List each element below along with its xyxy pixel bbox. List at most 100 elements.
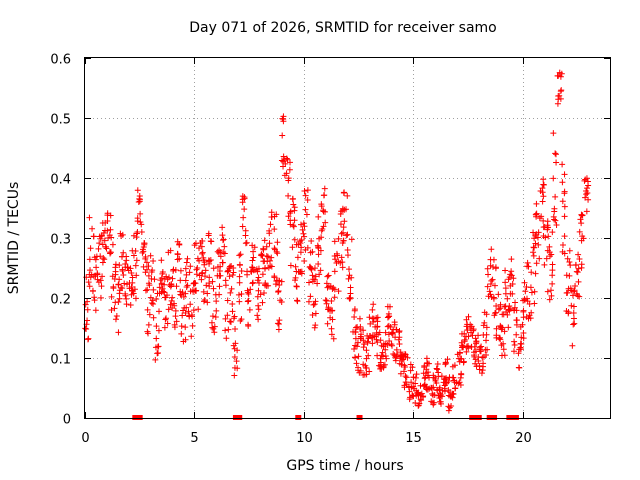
data-point: [511, 307, 518, 314]
data-point: [414, 389, 421, 396]
data-point: [559, 179, 566, 186]
data-point: [249, 257, 256, 264]
data-point: [443, 374, 450, 381]
data-point: [568, 302, 575, 309]
data-point: [224, 312, 231, 319]
data-point: [555, 72, 562, 79]
data-point: [585, 196, 592, 203]
data-point: [271, 213, 278, 220]
data-point: [361, 341, 368, 348]
data-point: [210, 265, 217, 272]
data-point: [97, 294, 104, 301]
data-point: [235, 291, 242, 298]
data-point: [134, 187, 141, 194]
data-point: [87, 274, 94, 281]
data-point: [487, 291, 494, 298]
data-point: [171, 324, 178, 331]
data-point: [410, 393, 417, 400]
data-point: [396, 340, 403, 347]
data-point: [431, 392, 438, 399]
data-point: [301, 223, 308, 230]
data-point: [335, 288, 342, 295]
data-point: [383, 355, 390, 362]
data-point: [374, 339, 381, 346]
data-point: [533, 231, 540, 238]
data-point: [294, 254, 301, 261]
data-point: [340, 237, 347, 244]
data-point: [138, 221, 145, 228]
data-point: [304, 196, 311, 203]
data-point: [528, 309, 535, 316]
data-point: [117, 230, 124, 237]
data-point: [149, 297, 156, 304]
data-point: [533, 260, 540, 267]
data-point: [113, 313, 120, 320]
data-point: [112, 316, 119, 323]
data-point: [548, 292, 555, 299]
data-point: [477, 348, 484, 355]
data-point: [389, 329, 396, 336]
data-point: [291, 217, 298, 224]
data-point: [187, 301, 194, 308]
data-point: [378, 352, 385, 359]
data-point: [150, 257, 157, 264]
ticks: [85, 58, 610, 419]
data-point: [402, 351, 409, 358]
data-point: [233, 358, 240, 365]
data-point: [362, 362, 369, 369]
data-point: [290, 222, 297, 229]
data-point: [261, 237, 268, 244]
data-point: [543, 255, 550, 262]
data-point: [271, 226, 278, 233]
data-point: [511, 348, 518, 355]
data-point: [110, 285, 117, 292]
data-point: [255, 302, 262, 309]
data-point: [557, 88, 564, 95]
data-point: [210, 325, 217, 332]
data-point: [441, 388, 448, 395]
data-point: [347, 290, 354, 297]
y-tick-label: 0: [63, 413, 71, 428]
data-point: [99, 273, 106, 280]
data-point: [341, 218, 348, 225]
data-point: [177, 277, 184, 284]
data-point: [473, 363, 480, 370]
data-point: [174, 256, 181, 263]
data-point: [312, 310, 319, 317]
data-point: [250, 248, 257, 255]
data-point: [337, 221, 344, 228]
data-point: [317, 267, 324, 274]
data-point: [256, 279, 263, 286]
data-point: [299, 226, 306, 233]
data-point: [392, 354, 399, 361]
data-point: [340, 189, 347, 196]
data-point: [231, 372, 238, 379]
data-point: [275, 321, 282, 328]
data-point: [552, 193, 559, 200]
data-point: [511, 338, 518, 345]
data-point: [284, 156, 291, 163]
data-point: [244, 298, 251, 305]
data-point: [541, 261, 548, 268]
data-point: [165, 249, 172, 256]
data-point: [547, 287, 554, 294]
data-point: [468, 329, 475, 336]
data-point: [499, 311, 506, 318]
data-point: [236, 262, 243, 269]
data-point: [119, 268, 126, 275]
data-point: [493, 332, 500, 339]
data-point: [497, 305, 504, 312]
data-point: [213, 298, 220, 305]
data-point: [92, 307, 99, 314]
data-point: [410, 374, 417, 381]
data-point: [583, 208, 590, 215]
data-point: [521, 279, 528, 286]
data-point: [292, 277, 299, 284]
data-point: [297, 240, 304, 247]
data-point: [169, 275, 176, 282]
data-point: [264, 253, 271, 260]
data-point: [463, 348, 470, 355]
data-point: [481, 309, 488, 316]
data-point: [423, 383, 430, 390]
data-point: [182, 324, 189, 331]
